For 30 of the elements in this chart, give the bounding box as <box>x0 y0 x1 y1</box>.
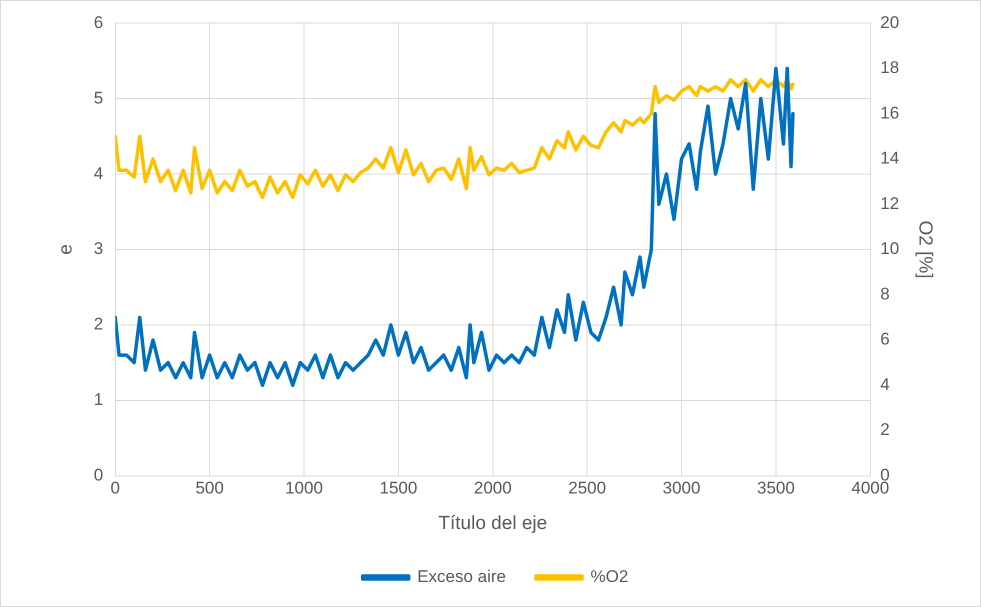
y-tick-label: 4 <box>94 164 104 183</box>
y-tick-label: 5 <box>94 88 104 108</box>
y2-tick-label: 16 <box>880 103 900 122</box>
x-tick-label: 0 <box>110 478 120 498</box>
y-tick-label: 1 <box>94 390 104 410</box>
y-tick-label: 0 <box>94 465 104 484</box>
y2-tick-label: 10 <box>880 239 900 258</box>
y-tick-label: 6 <box>94 12 104 32</box>
y2-tick-label: 6 <box>880 330 890 349</box>
legend-label: Exceso aire <box>417 567 506 586</box>
x-tick-label: 500 <box>195 478 224 498</box>
x-tick-label: 3000 <box>662 478 700 498</box>
x-tick-label: 2000 <box>474 478 512 498</box>
y-axis-title: e <box>56 244 77 255</box>
x-axis-title: Título del eje <box>438 512 548 534</box>
x-tick-label: 3500 <box>756 478 795 498</box>
y2-tick-label: 8 <box>880 284 890 304</box>
x-tick-label: 1000 <box>285 478 323 498</box>
y2-tick-label: 20 <box>880 12 900 32</box>
y2-tick-label: 4 <box>880 374 890 394</box>
x-tick-label: 2500 <box>568 478 606 498</box>
y2-tick-label: 14 <box>880 148 900 168</box>
y2-axis-title: O2 [%] <box>914 220 936 279</box>
legend-label: %O2 <box>590 567 628 586</box>
y-tick-label: 2 <box>94 314 104 334</box>
y2-tick-label: 12 <box>880 194 900 213</box>
x-tick-label: 1500 <box>379 478 418 498</box>
y-tick-label: 3 <box>94 239 104 258</box>
y2-tick-label: 2 <box>880 420 890 440</box>
y2-tick-label: 18 <box>880 58 900 78</box>
